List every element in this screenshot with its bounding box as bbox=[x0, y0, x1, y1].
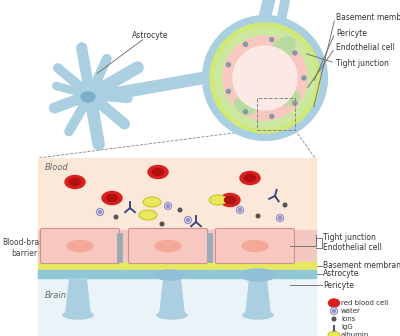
Circle shape bbox=[270, 114, 274, 118]
Text: Basement membrane: Basement membrane bbox=[323, 261, 400, 270]
Circle shape bbox=[226, 62, 230, 67]
Circle shape bbox=[293, 51, 297, 55]
Circle shape bbox=[278, 216, 282, 219]
PathPatch shape bbox=[245, 278, 271, 315]
Circle shape bbox=[302, 76, 306, 80]
Text: Astrocyte: Astrocyte bbox=[323, 269, 360, 279]
Text: Tight junction: Tight junction bbox=[323, 234, 376, 243]
Circle shape bbox=[178, 208, 182, 212]
Text: red blood cell: red blood cell bbox=[341, 300, 388, 306]
Ellipse shape bbox=[280, 91, 300, 106]
Ellipse shape bbox=[243, 311, 273, 319]
Ellipse shape bbox=[240, 171, 260, 184]
Ellipse shape bbox=[65, 175, 85, 188]
Ellipse shape bbox=[157, 311, 187, 319]
Text: albumin: albumin bbox=[341, 332, 369, 336]
Text: Brain: Brain bbox=[45, 291, 67, 299]
Circle shape bbox=[223, 36, 307, 120]
Circle shape bbox=[215, 28, 315, 128]
Ellipse shape bbox=[74, 81, 106, 109]
Bar bbox=[38, 262, 316, 270]
Circle shape bbox=[332, 309, 336, 312]
Circle shape bbox=[166, 205, 170, 208]
Text: Blood-brain
barrier: Blood-brain barrier bbox=[2, 238, 46, 258]
Text: IgG: IgG bbox=[341, 324, 353, 330]
Ellipse shape bbox=[155, 270, 185, 280]
Ellipse shape bbox=[148, 166, 168, 178]
Ellipse shape bbox=[235, 97, 255, 115]
Ellipse shape bbox=[209, 195, 227, 205]
Ellipse shape bbox=[139, 210, 157, 220]
Ellipse shape bbox=[67, 241, 93, 252]
Bar bbox=[207, 233, 213, 263]
Circle shape bbox=[226, 89, 230, 93]
Text: Blood: Blood bbox=[45, 164, 69, 172]
Text: Pericyte: Pericyte bbox=[336, 29, 367, 38]
Bar bbox=[257, 98, 295, 130]
Ellipse shape bbox=[152, 168, 164, 175]
Ellipse shape bbox=[102, 192, 122, 205]
Circle shape bbox=[114, 215, 118, 219]
Ellipse shape bbox=[220, 194, 240, 207]
Circle shape bbox=[256, 214, 260, 218]
PathPatch shape bbox=[159, 278, 185, 315]
Circle shape bbox=[98, 210, 102, 213]
Ellipse shape bbox=[242, 241, 268, 252]
Text: Tight junction: Tight junction bbox=[336, 58, 389, 68]
Text: Endothelial cell: Endothelial cell bbox=[336, 43, 395, 52]
Bar bbox=[117, 233, 123, 263]
Text: Endothelial cell: Endothelial cell bbox=[323, 244, 382, 252]
Bar bbox=[38, 230, 316, 262]
FancyBboxPatch shape bbox=[40, 228, 120, 263]
Circle shape bbox=[186, 218, 190, 221]
Text: Pericyte: Pericyte bbox=[323, 281, 354, 290]
PathPatch shape bbox=[65, 278, 91, 315]
Circle shape bbox=[293, 101, 297, 105]
Circle shape bbox=[233, 46, 297, 110]
Ellipse shape bbox=[81, 92, 95, 102]
Text: Basement membrane: Basement membrane bbox=[336, 13, 400, 23]
Bar bbox=[38, 270, 316, 336]
Circle shape bbox=[244, 110, 248, 114]
Ellipse shape bbox=[328, 299, 340, 307]
Circle shape bbox=[203, 16, 327, 140]
Ellipse shape bbox=[244, 174, 256, 181]
Ellipse shape bbox=[143, 197, 161, 207]
Circle shape bbox=[238, 209, 242, 211]
Ellipse shape bbox=[155, 241, 181, 252]
Ellipse shape bbox=[271, 37, 295, 59]
Ellipse shape bbox=[240, 269, 276, 281]
Circle shape bbox=[270, 38, 274, 42]
Ellipse shape bbox=[70, 178, 80, 185]
Text: Astrocyte: Astrocyte bbox=[132, 31, 168, 40]
Circle shape bbox=[283, 203, 287, 207]
Ellipse shape bbox=[224, 197, 236, 204]
FancyBboxPatch shape bbox=[128, 228, 208, 263]
Circle shape bbox=[210, 23, 320, 133]
Text: ions: ions bbox=[341, 316, 355, 322]
Circle shape bbox=[244, 42, 248, 46]
Bar bbox=[38, 158, 316, 230]
Ellipse shape bbox=[106, 195, 118, 202]
Ellipse shape bbox=[63, 311, 93, 319]
FancyBboxPatch shape bbox=[216, 228, 294, 263]
Bar bbox=[38, 270, 316, 278]
Circle shape bbox=[332, 317, 336, 321]
Text: water: water bbox=[341, 308, 361, 314]
Ellipse shape bbox=[328, 332, 340, 336]
Circle shape bbox=[160, 222, 164, 226]
